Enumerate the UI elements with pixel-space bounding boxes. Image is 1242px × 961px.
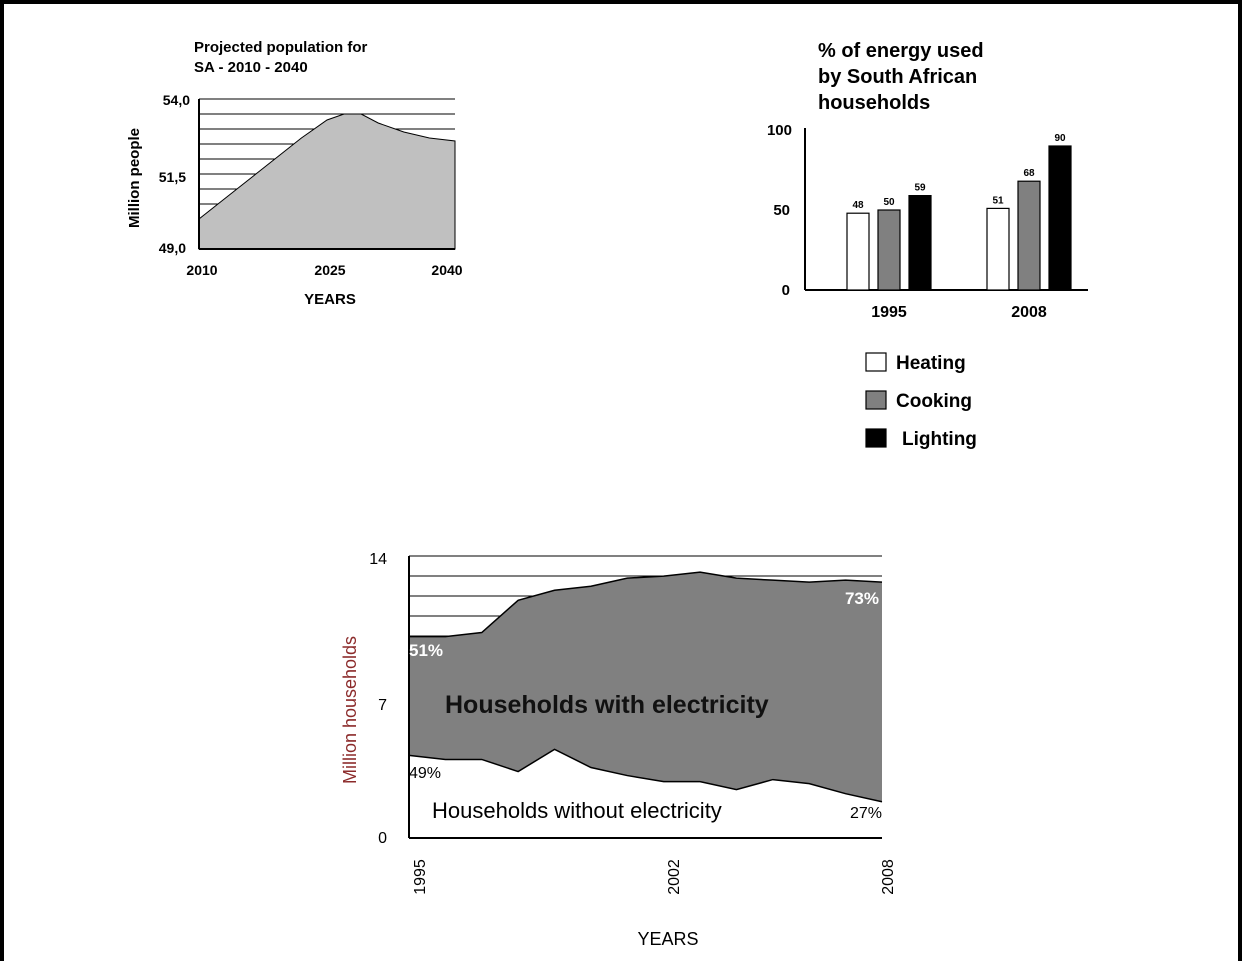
households-without-boundary: [408, 748, 883, 803]
population-y-tick-49: 49,0: [159, 240, 186, 256]
households-with-area: [409, 572, 882, 802]
households-with-boundary: [409, 571, 883, 638]
population-chart: Projected population for SA - 2010 - 204…: [126, 39, 463, 308]
bar-value-label: 90: [1054, 133, 1066, 144]
energy-legend: Heating Cooking Lighting: [865, 352, 977, 450]
bar-value-label: 51: [992, 195, 1004, 206]
pct-label-49: 49%: [409, 765, 441, 782]
population-y-axis-label: Million people: [126, 128, 143, 228]
bar-heating-1995: [846, 212, 870, 291]
bar-value-label: 48: [852, 200, 864, 211]
population-x-tick-2010: 2010: [186, 262, 217, 278]
legend-swatch-lighting: [865, 428, 887, 448]
population-title-line-2: SA - 2010 - 2040: [194, 59, 308, 76]
bar-cooking-1995: [877, 209, 901, 291]
bar-lighting-1995: [908, 195, 932, 291]
legend-swatch-cooking: [865, 390, 887, 410]
households-x-tick-2008: 2008: [880, 859, 897, 895]
population-x-tick-2025: 2025: [314, 262, 345, 278]
households-x-tick-2002: 2002: [666, 859, 683, 895]
pct-label-73: 73%: [845, 589, 879, 608]
energy-y-tick-100: 100: [767, 122, 792, 139]
bar-heating-2008: [986, 207, 1010, 291]
bar-lighting-2008: [1048, 145, 1072, 291]
households-without-area: [409, 749, 882, 838]
households-without-electricity-label: Households without electricity: [432, 798, 722, 823]
legend-label-heating: Heating: [896, 353, 966, 374]
energy-title-line-2: by South African: [818, 66, 977, 88]
households-x-axis-label: YEARS: [637, 929, 698, 949]
households-y-tick-14: 14: [369, 551, 387, 568]
population-x-axis-label: YEARS: [304, 291, 356, 308]
households-y-tick-7: 7: [378, 697, 387, 714]
pct-label-27: 27%: [850, 805, 882, 822]
population-y-tick-51-5: 51,5: [159, 169, 186, 185]
households-y-axis-label: Million households: [340, 636, 360, 784]
households-x-tick-1995: 1995: [412, 859, 429, 895]
energy-category-2008: 2008: [1011, 304, 1047, 321]
households-with-electricity-label: Households with electricity: [445, 691, 769, 719]
energy-title-line-3: households: [818, 92, 930, 114]
energy-y-tick-0: 0: [782, 282, 790, 299]
households-chart: 14 7 0 1995 2002 2008 YEARS Million hous…: [340, 551, 897, 949]
population-area: [198, 113, 456, 250]
energy-category-labels: 1995 2008: [871, 304, 1047, 321]
population-title-line-1: Projected population for: [194, 39, 367, 56]
legend-label-cooking: Cooking: [896, 391, 972, 412]
legend-swatch-heating: [865, 352, 887, 372]
energy-y-tick-50: 50: [773, 202, 790, 219]
population-x-tick-2040: 2040: [431, 262, 462, 278]
population-y-tick-54: 54,0: [163, 92, 190, 108]
energy-bars: 48 50 59 51 68 90: [846, 133, 1072, 291]
households-y-tick-0: 0: [378, 830, 387, 847]
energy-title-line-1: % of energy used: [818, 40, 984, 62]
pct-label-51: 51%: [409, 641, 443, 660]
energy-chart: % of energy used by South African househ…: [767, 40, 1088, 450]
energy-category-1995: 1995: [871, 304, 907, 321]
bar-cooking-2008: [1017, 180, 1041, 291]
legend-label-lighting: Lighting: [902, 429, 977, 450]
bar-value-label: 59: [914, 183, 926, 194]
bar-value-label: 68: [1023, 168, 1035, 179]
bar-value-label: 50: [883, 197, 895, 208]
